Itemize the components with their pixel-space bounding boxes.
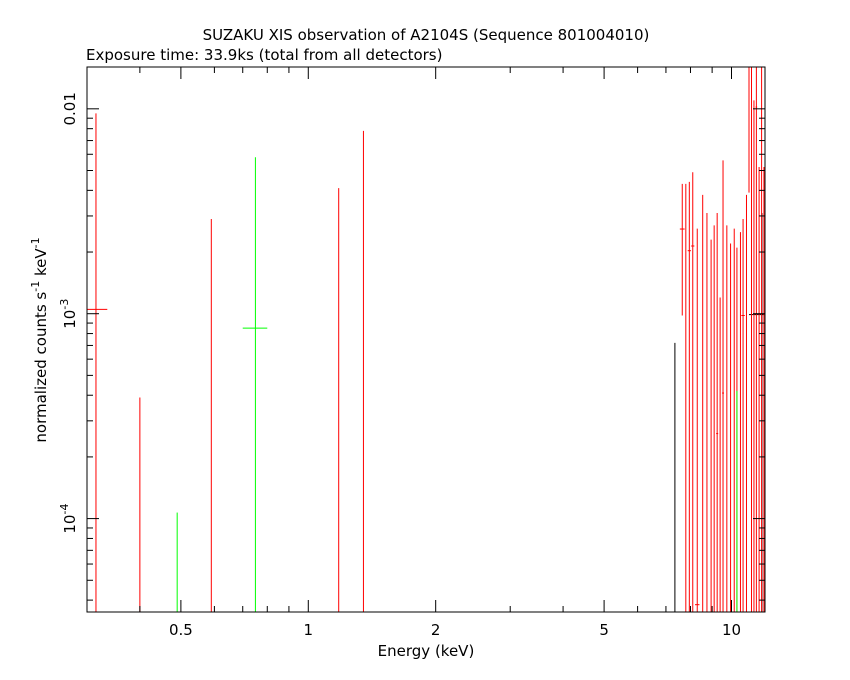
x-axis-label: Energy (keV) xyxy=(378,642,475,660)
chart-title: SUZAKU XIS observation of A2104S (Sequen… xyxy=(203,26,650,44)
y-tick-label: 0.01 xyxy=(61,92,79,125)
x-tick-label: 2 xyxy=(431,621,441,639)
plot-frame xyxy=(86,66,766,613)
x-tick-label: 0.5 xyxy=(169,621,193,639)
series-2 xyxy=(176,157,738,612)
y-axis-label-main: normalized counts s xyxy=(32,292,50,443)
y-tick-label-base: 10 xyxy=(61,515,79,534)
series-1 xyxy=(87,67,765,612)
x-tick-label: 1 xyxy=(304,621,314,639)
y-tick-label: 10-4 xyxy=(58,504,79,534)
y-tick-label-base: 10 xyxy=(61,310,79,329)
y-axis-label-mid: keV xyxy=(32,248,50,281)
y-tick-label: 10-3 xyxy=(58,299,79,329)
y-axis-label: normalized counts s-1 keV-1 xyxy=(29,237,50,442)
data-layer xyxy=(87,67,765,612)
y-axis-label-sup1: -1 xyxy=(29,281,42,292)
y-axis-label-sup2: -1 xyxy=(29,237,42,248)
x-tick-label: 10 xyxy=(722,621,741,639)
x-tick-label: 5 xyxy=(599,621,609,639)
y-tick-label-exp: -3 xyxy=(58,299,71,310)
y-tick-label-exp: -4 xyxy=(58,504,71,515)
chart-subtitle: Exposure time: 33.9ks (total from all de… xyxy=(86,46,442,64)
